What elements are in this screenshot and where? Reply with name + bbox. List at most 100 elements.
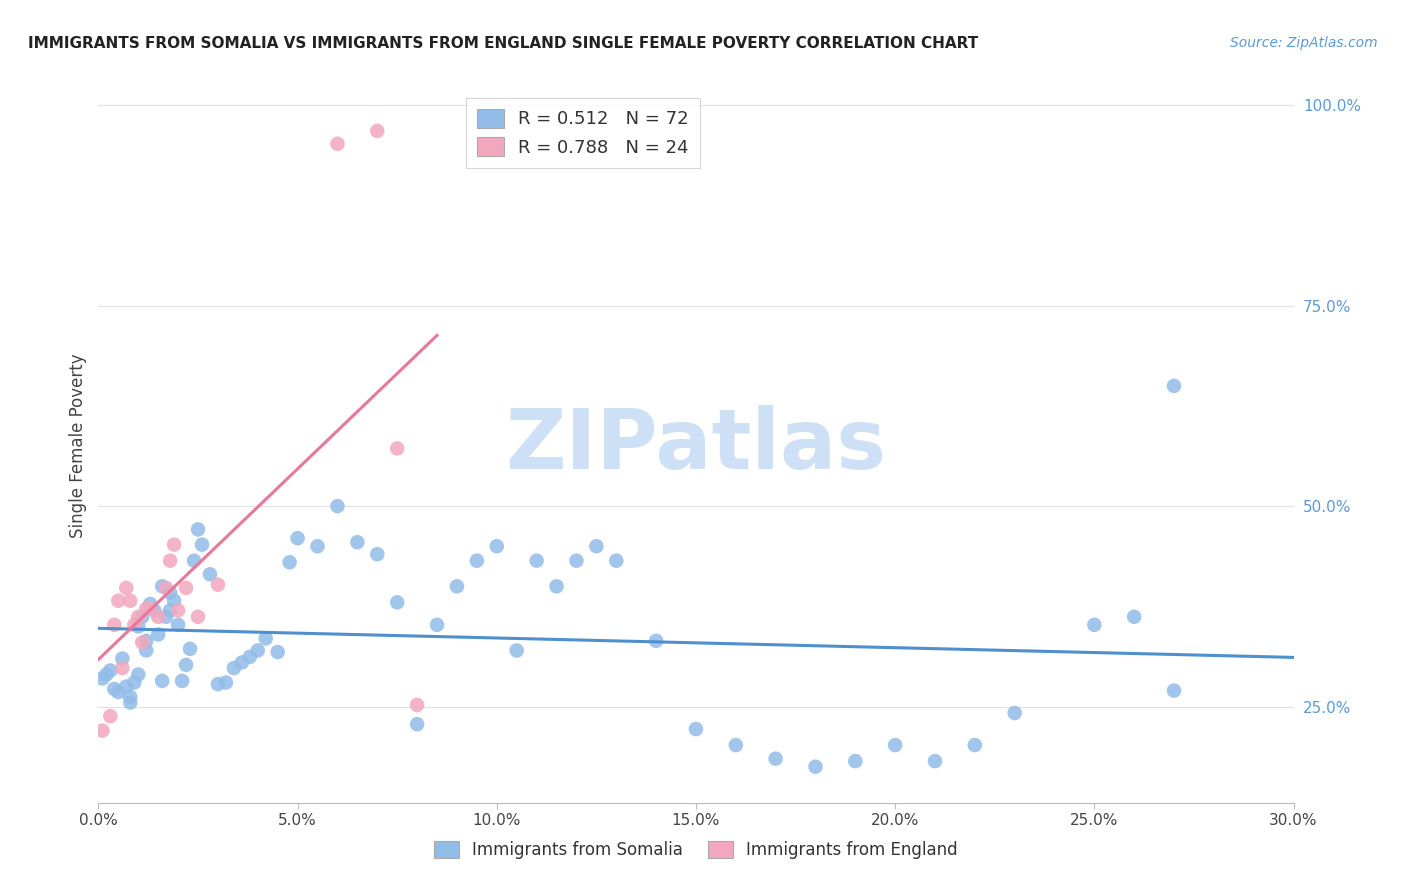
Point [326, 136, 349, 151]
Point [385, 442, 409, 456]
Point [406, 698, 429, 712]
Point [765, 752, 787, 766]
Point [148, 627, 170, 641]
Point [1163, 683, 1185, 698]
Point [172, 673, 194, 688]
Point [159, 603, 181, 617]
Point [565, 554, 588, 568]
Point [103, 617, 125, 632]
Point [131, 609, 153, 624]
Point [287, 531, 309, 545]
Point [150, 673, 173, 688]
Point [91, 723, 114, 738]
Point [163, 593, 186, 607]
Point [179, 641, 201, 656]
Point [366, 124, 388, 138]
Point [645, 633, 668, 648]
Point [135, 643, 157, 657]
Point [103, 681, 125, 696]
Point [465, 554, 488, 568]
Point [884, 738, 907, 752]
Point [150, 579, 173, 593]
Point [148, 609, 170, 624]
Point [159, 554, 181, 568]
Point [215, 675, 238, 690]
Point [585, 539, 607, 553]
Point [526, 554, 548, 568]
Point [124, 617, 146, 632]
Text: ZIPatlas: ZIPatlas [506, 406, 886, 486]
Y-axis label: Single Female Poverty: Single Female Poverty [69, 354, 87, 538]
Point [485, 539, 508, 553]
Legend: Immigrants from Somalia, Immigrants from England: Immigrants from Somalia, Immigrants from… [427, 834, 965, 866]
Point [366, 547, 388, 561]
Point [139, 597, 162, 611]
Point [124, 675, 146, 690]
Point [120, 690, 142, 704]
Point [267, 645, 290, 659]
Point [174, 657, 197, 672]
Point [167, 617, 190, 632]
Point [406, 717, 429, 731]
Point [963, 738, 986, 752]
Point [924, 754, 946, 768]
Point [91, 672, 114, 686]
Point [107, 685, 129, 699]
Point [96, 667, 118, 681]
Point [685, 722, 707, 736]
Point [115, 680, 138, 694]
Point [107, 593, 129, 607]
Point [207, 578, 229, 592]
Point [446, 579, 468, 593]
Point [143, 603, 166, 617]
Point [135, 633, 157, 648]
Point [174, 581, 197, 595]
Point [239, 649, 262, 664]
Point [506, 643, 529, 657]
Point [246, 643, 269, 657]
Point [1163, 379, 1185, 393]
Point [191, 538, 214, 552]
Point [163, 538, 186, 552]
Point [115, 581, 138, 595]
Point [167, 603, 190, 617]
Point [111, 651, 134, 665]
Point [1123, 609, 1146, 624]
Point [724, 738, 747, 752]
Point [222, 661, 245, 675]
Point [127, 609, 149, 624]
Point [98, 664, 122, 678]
Point [135, 601, 157, 615]
Text: IMMIGRANTS FROM SOMALIA VS IMMIGRANTS FROM ENGLAND SINGLE FEMALE POVERTY CORRELA: IMMIGRANTS FROM SOMALIA VS IMMIGRANTS FR… [28, 36, 979, 51]
Point [207, 677, 229, 691]
Point [155, 581, 177, 595]
Point [187, 609, 209, 624]
Point [844, 754, 866, 768]
Point [183, 554, 205, 568]
Point [127, 619, 149, 633]
Point [131, 635, 153, 649]
Point [346, 535, 368, 549]
Point [231, 656, 253, 670]
Point [278, 555, 301, 569]
Point [198, 567, 221, 582]
Point [155, 609, 177, 624]
Point [120, 593, 142, 607]
Point [98, 709, 122, 723]
Point [326, 499, 349, 513]
Point [804, 760, 827, 774]
Point [1083, 617, 1105, 632]
Point [120, 696, 142, 710]
Point [307, 539, 329, 553]
Point [605, 554, 627, 568]
Point [111, 661, 134, 675]
Point [546, 579, 568, 593]
Point [1004, 706, 1026, 720]
Point [426, 617, 449, 632]
Point [159, 585, 181, 599]
Point [127, 667, 149, 681]
Point [139, 601, 162, 615]
Text: Source: ZipAtlas.com: Source: ZipAtlas.com [1230, 36, 1378, 50]
Point [254, 632, 277, 646]
Point [385, 595, 409, 609]
